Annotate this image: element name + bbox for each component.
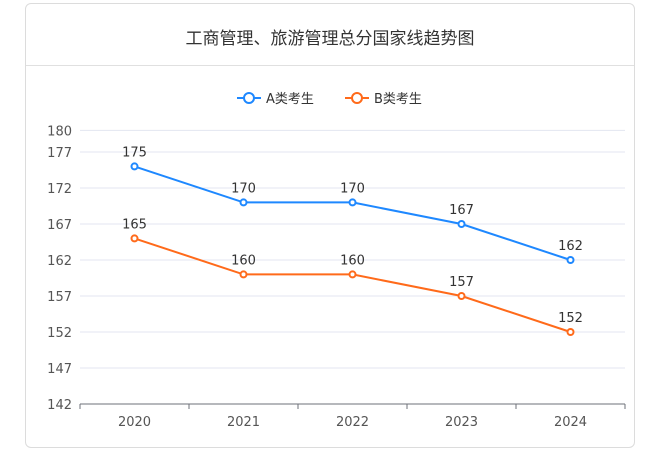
y-tick-label: 172 xyxy=(47,182,72,197)
data-label: 170 xyxy=(231,181,256,196)
data-point xyxy=(457,220,466,228)
y-tick-label: 152 xyxy=(47,326,72,341)
title-divider xyxy=(26,65,634,66)
y-tick-label: 147 xyxy=(47,362,72,377)
data-point xyxy=(566,328,575,336)
x-tick-label: 2022 xyxy=(336,415,369,430)
y-tick-label: 142 xyxy=(47,398,72,413)
data-point xyxy=(566,256,575,264)
data-point xyxy=(239,198,248,207)
chart-card: 工商管理、旅游管理总分国家线趋势图 xyxy=(25,3,635,448)
data-label: 160 xyxy=(231,253,256,268)
data-point xyxy=(239,270,248,279)
x-tick-label: 2020 xyxy=(118,415,151,430)
x-tick-label: 2023 xyxy=(445,415,478,430)
data-label: 160 xyxy=(340,253,365,268)
data-point xyxy=(130,162,139,171)
data-point xyxy=(348,270,357,279)
legend-marker xyxy=(351,92,363,104)
data-label: 170 xyxy=(340,181,365,196)
data-label: 157 xyxy=(449,275,474,290)
y-tick-label: 157 xyxy=(47,290,72,305)
x-tick-label: 2024 xyxy=(554,415,587,430)
data-point xyxy=(130,234,139,243)
legend-marker xyxy=(243,92,255,104)
data-label: 162 xyxy=(558,239,583,254)
data-point xyxy=(457,292,466,300)
legend-label-b: B类考生 xyxy=(374,92,422,107)
x-tick-label: 2021 xyxy=(227,415,260,430)
data-point xyxy=(348,198,357,207)
data-label: 167 xyxy=(449,203,474,218)
chart-title: 工商管理、旅游管理总分国家线趋势图 xyxy=(185,29,475,49)
y-tick-label: 167 xyxy=(47,218,72,233)
data-label: 175 xyxy=(122,145,147,160)
y-tick-label: 180 xyxy=(47,124,72,139)
data-label: 165 xyxy=(122,217,147,232)
legend-label-a: A类考生 xyxy=(266,92,314,107)
data-label: 152 xyxy=(558,311,583,326)
y-tick-label: 177 xyxy=(47,146,72,161)
y-tick-label: 162 xyxy=(47,254,72,269)
